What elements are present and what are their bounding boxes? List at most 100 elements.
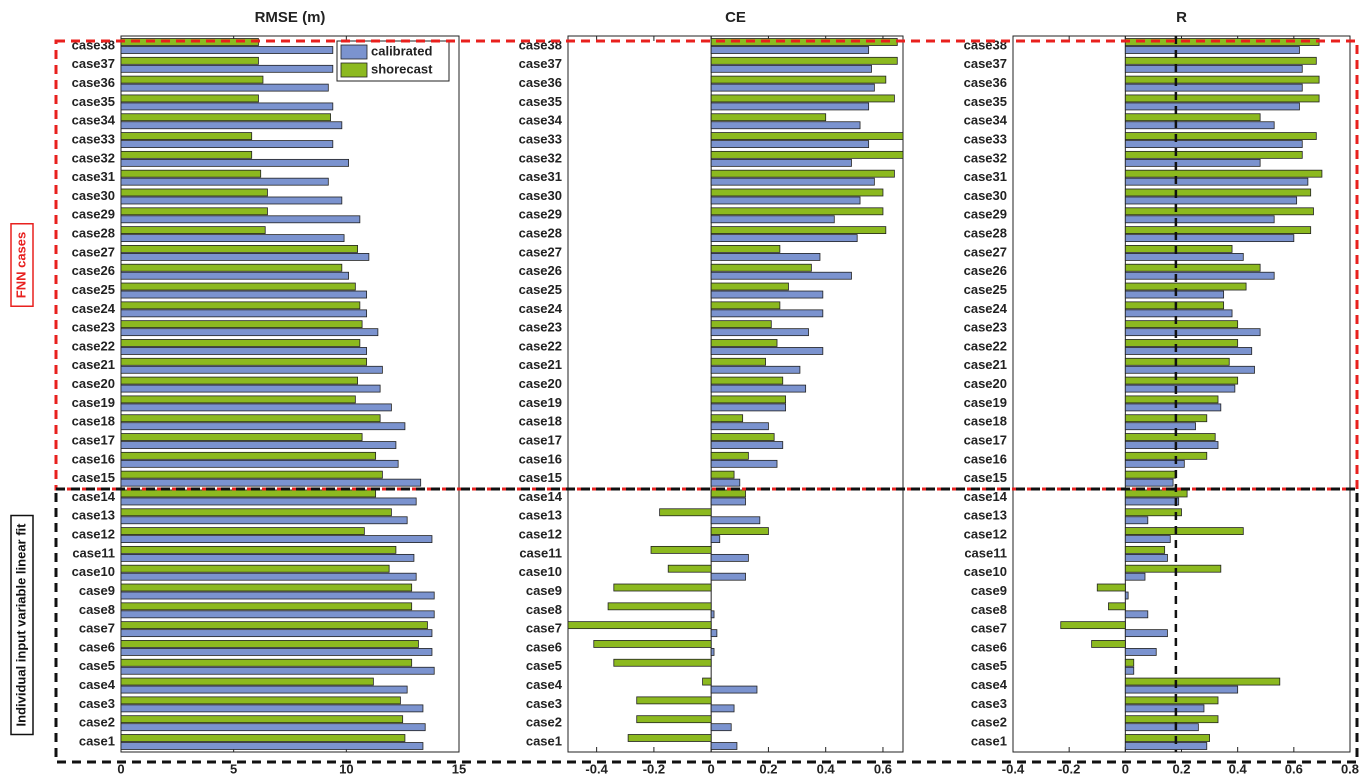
y-tick-label: case23 — [964, 320, 1007, 335]
bar — [1124, 489, 1188, 498]
x-tick-label: 0.2 — [759, 761, 777, 776]
y-tick-label: case37 — [72, 56, 115, 71]
legend-label: calibrated — [371, 43, 432, 58]
y-tick-label: case25 — [519, 282, 562, 297]
chart-title: RMSE (m) — [255, 9, 326, 26]
y-tick-label: case7 — [971, 621, 1007, 636]
bar — [1096, 583, 1126, 592]
y-tick-label: case22 — [964, 338, 1007, 353]
bar — [120, 602, 413, 611]
bar — [1108, 602, 1126, 611]
bar — [120, 290, 368, 299]
y-tick-label: case20 — [964, 376, 1007, 391]
y-tick-label: case22 — [519, 338, 562, 353]
bar — [1124, 253, 1244, 261]
y-tick-label: case36 — [519, 75, 562, 90]
y-tick-label: case11 — [519, 545, 562, 560]
bar — [120, 56, 259, 65]
bar — [120, 535, 433, 543]
y-tick-label: case7 — [79, 621, 115, 636]
y-tick-label: case20 — [72, 376, 115, 391]
y-tick-label: case4 — [971, 677, 1008, 692]
bar — [1124, 365, 1255, 374]
bar — [120, 715, 404, 724]
bar — [1124, 140, 1303, 148]
bar — [120, 723, 426, 732]
bar — [710, 535, 721, 543]
bar — [1124, 677, 1281, 686]
y-tick-label: case12 — [519, 527, 562, 542]
y-tick-label: case9 — [526, 583, 562, 598]
bar — [120, 591, 435, 600]
bar — [710, 113, 827, 122]
y-tick-label: case25 — [72, 282, 115, 297]
bar — [1124, 188, 1312, 197]
y-tick-label: case8 — [526, 602, 562, 617]
bar — [710, 339, 778, 347]
y-tick-label: case14 — [519, 489, 563, 504]
bar — [1124, 245, 1233, 253]
bar — [710, 470, 735, 479]
bar — [120, 282, 356, 291]
y-tick-label: case35 — [964, 94, 1007, 109]
bar — [607, 602, 712, 611]
bar — [120, 545, 397, 554]
y-tick-label: case1 — [79, 733, 115, 748]
bar — [120, 527, 365, 535]
bar — [120, 610, 435, 619]
bar — [710, 177, 875, 186]
bar — [710, 489, 746, 498]
bar — [120, 564, 390, 573]
y-tick-label: case5 — [79, 658, 115, 673]
y-tick-label: case26 — [964, 263, 1007, 278]
bar — [120, 451, 377, 460]
bar — [120, 621, 428, 630]
bar — [710, 234, 858, 243]
bar — [1124, 384, 1236, 393]
bar — [710, 497, 746, 506]
bar — [1124, 290, 1225, 299]
bar — [120, 263, 343, 272]
y-tick-label: case11 — [964, 545, 1007, 560]
bar — [120, 629, 433, 638]
y-tick-label: case21 — [519, 357, 562, 372]
y-tick-label: case14 — [72, 489, 116, 504]
group-box — [54, 39, 1359, 491]
y-tick-label: case29 — [964, 207, 1007, 222]
bar — [1124, 215, 1275, 224]
bar — [1124, 403, 1222, 412]
y-tick-label: case3 — [526, 696, 562, 711]
bar — [613, 583, 712, 592]
bar — [120, 150, 253, 159]
bar — [120, 177, 329, 186]
bar — [710, 282, 789, 291]
x-tick-label: 15 — [452, 761, 466, 776]
x-tick-label: -0.4 — [585, 761, 608, 776]
bar — [1124, 516, 1149, 525]
bar — [1124, 347, 1253, 355]
y-tick-label: case33 — [964, 131, 1007, 146]
y-tick-label: case20 — [519, 376, 562, 391]
bar — [120, 347, 368, 355]
x-tick-label: -0.4 — [1002, 761, 1025, 776]
bar — [120, 309, 368, 318]
x-tick-label: 0.4 — [1229, 761, 1248, 776]
y-tick-label: case15 — [72, 470, 115, 485]
y-tick-label: case21 — [72, 357, 115, 372]
y-tick-label: case8 — [971, 602, 1007, 617]
bar — [120, 94, 259, 103]
bar — [1124, 207, 1314, 216]
bar — [1124, 478, 1174, 487]
bar — [1124, 357, 1230, 366]
bar — [636, 696, 712, 705]
bar — [1060, 621, 1126, 630]
bar — [1124, 591, 1129, 600]
bar — [650, 545, 712, 554]
y-tick-label: case15 — [519, 470, 562, 485]
bar — [1124, 470, 1177, 479]
bar — [702, 677, 712, 686]
bar — [710, 207, 884, 216]
bar — [710, 478, 741, 487]
bar — [710, 459, 778, 468]
bar — [1124, 696, 1219, 705]
